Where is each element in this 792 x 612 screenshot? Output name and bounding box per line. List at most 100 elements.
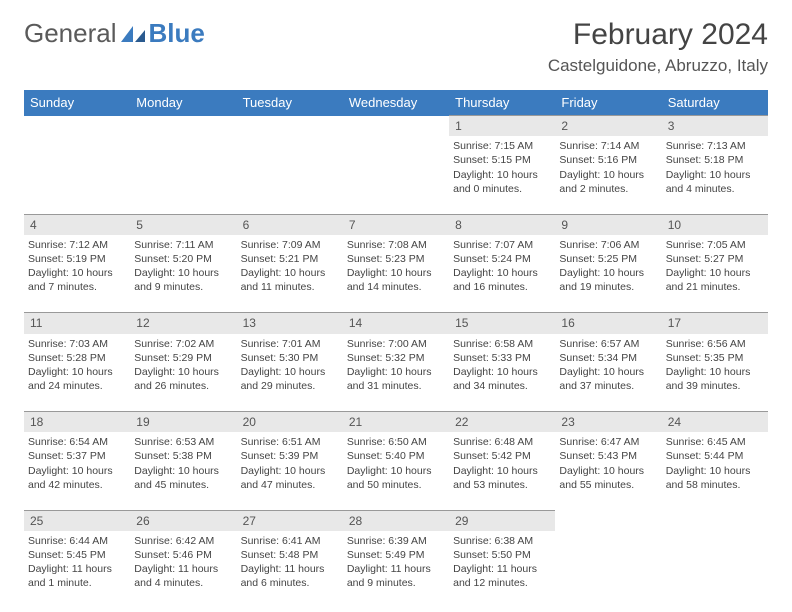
day-dl2: and 50 minutes. [347, 478, 445, 492]
day-dl1: Daylight: 10 hours [666, 365, 764, 379]
day-dl2: and 47 minutes. [241, 478, 339, 492]
day-sr: Sunrise: 6:39 AM [347, 534, 445, 548]
day-dl1: Daylight: 11 hours [28, 562, 126, 576]
day-content-row: Sunrise: 6:54 AMSunset: 5:37 PMDaylight:… [24, 432, 768, 510]
day-dl2: and 0 minutes. [453, 182, 551, 196]
day-sr: Sunrise: 6:45 AM [666, 435, 764, 449]
day-number: 16 [555, 313, 661, 334]
day-sr: Sunrise: 6:54 AM [28, 435, 126, 449]
day-dl2: and 16 minutes. [453, 280, 551, 294]
day-dl1: Daylight: 10 hours [453, 266, 551, 280]
day-ss: Sunset: 5:35 PM [666, 351, 764, 365]
day-ss: Sunset: 5:49 PM [347, 548, 445, 562]
day-sr: Sunrise: 7:01 AM [241, 337, 339, 351]
day-ss: Sunset: 5:23 PM [347, 252, 445, 266]
day-sr: Sunrise: 7:05 AM [666, 238, 764, 252]
day-ss: Sunset: 5:29 PM [134, 351, 232, 365]
day-number: 26 [130, 510, 236, 531]
day-cell [555, 531, 661, 609]
day-cell: Sunrise: 7:12 AMSunset: 5:19 PMDaylight:… [24, 235, 130, 313]
day-dl2: and 4 minutes. [134, 576, 232, 590]
day-number: 22 [449, 412, 555, 433]
day-dl1: Daylight: 11 hours [134, 562, 232, 576]
day-cell: Sunrise: 7:03 AMSunset: 5:28 PMDaylight:… [24, 334, 130, 412]
day-number: 12 [130, 313, 236, 334]
day-dl1: Daylight: 10 hours [559, 266, 657, 280]
day-cell: Sunrise: 6:38 AMSunset: 5:50 PMDaylight:… [449, 531, 555, 609]
day-ss: Sunset: 5:16 PM [559, 153, 657, 167]
day-ss: Sunset: 5:21 PM [241, 252, 339, 266]
day-sr: Sunrise: 6:42 AM [134, 534, 232, 548]
day-cell: Sunrise: 7:08 AMSunset: 5:23 PMDaylight:… [343, 235, 449, 313]
day-dl1: Daylight: 10 hours [559, 464, 657, 478]
day-number: 11 [24, 313, 130, 334]
day-ss: Sunset: 5:20 PM [134, 252, 232, 266]
day-number: 24 [662, 412, 768, 433]
day-dl2: and 2 minutes. [559, 182, 657, 196]
day-sr: Sunrise: 7:07 AM [453, 238, 551, 252]
day-ss: Sunset: 5:33 PM [453, 351, 551, 365]
day-cell: Sunrise: 6:48 AMSunset: 5:42 PMDaylight:… [449, 432, 555, 510]
day-number: 19 [130, 412, 236, 433]
day-dl1: Daylight: 10 hours [241, 266, 339, 280]
daynum-row: 45678910 [24, 214, 768, 235]
day-ss: Sunset: 5:46 PM [134, 548, 232, 562]
day-ss: Sunset: 5:27 PM [666, 252, 764, 266]
day-number [237, 116, 343, 137]
day-ss: Sunset: 5:19 PM [28, 252, 126, 266]
day-dl1: Daylight: 10 hours [28, 365, 126, 379]
logo-sail-icon [119, 24, 147, 44]
day-cell [237, 136, 343, 214]
day-number: 2 [555, 116, 661, 137]
month-title: February 2024 [548, 18, 768, 52]
logo-text-blue: Blue [149, 18, 205, 49]
day-number: 25 [24, 510, 130, 531]
day-cell: Sunrise: 7:15 AMSunset: 5:15 PMDaylight:… [449, 136, 555, 214]
day-cell: Sunrise: 6:39 AMSunset: 5:49 PMDaylight:… [343, 531, 449, 609]
day-dl1: Daylight: 10 hours [559, 168, 657, 182]
day-cell: Sunrise: 7:06 AMSunset: 5:25 PMDaylight:… [555, 235, 661, 313]
day-dl1: Daylight: 10 hours [134, 266, 232, 280]
day-number: 20 [237, 412, 343, 433]
weekday-header: Tuesday [237, 90, 343, 116]
day-dl1: Daylight: 10 hours [347, 365, 445, 379]
day-cell: Sunrise: 6:57 AMSunset: 5:34 PMDaylight:… [555, 334, 661, 412]
day-dl1: Daylight: 10 hours [453, 365, 551, 379]
day-ss: Sunset: 5:40 PM [347, 449, 445, 463]
day-number: 9 [555, 214, 661, 235]
day-content-row: Sunrise: 6:44 AMSunset: 5:45 PMDaylight:… [24, 531, 768, 609]
day-dl1: Daylight: 11 hours [347, 562, 445, 576]
day-ss: Sunset: 5:34 PM [559, 351, 657, 365]
day-cell [662, 531, 768, 609]
day-ss: Sunset: 5:45 PM [28, 548, 126, 562]
day-dl1: Daylight: 10 hours [453, 168, 551, 182]
day-cell: Sunrise: 6:44 AMSunset: 5:45 PMDaylight:… [24, 531, 130, 609]
day-number: 29 [449, 510, 555, 531]
day-cell: Sunrise: 6:45 AMSunset: 5:44 PMDaylight:… [662, 432, 768, 510]
day-cell: Sunrise: 7:01 AMSunset: 5:30 PMDaylight:… [237, 334, 343, 412]
day-dl2: and 11 minutes. [241, 280, 339, 294]
day-sr: Sunrise: 7:13 AM [666, 139, 764, 153]
day-cell: Sunrise: 7:13 AMSunset: 5:18 PMDaylight:… [662, 136, 768, 214]
day-dl2: and 7 minutes. [28, 280, 126, 294]
day-number: 23 [555, 412, 661, 433]
day-number: 6 [237, 214, 343, 235]
day-dl2: and 29 minutes. [241, 379, 339, 393]
day-dl1: Daylight: 10 hours [666, 464, 764, 478]
day-dl2: and 9 minutes. [134, 280, 232, 294]
day-number: 10 [662, 214, 768, 235]
weekday-header: Monday [130, 90, 236, 116]
day-number [130, 116, 236, 137]
day-dl2: and 58 minutes. [666, 478, 764, 492]
day-ss: Sunset: 5:42 PM [453, 449, 551, 463]
day-sr: Sunrise: 7:12 AM [28, 238, 126, 252]
day-dl1: Daylight: 10 hours [666, 266, 764, 280]
day-dl1: Daylight: 11 hours [453, 562, 551, 576]
day-cell: Sunrise: 6:50 AMSunset: 5:40 PMDaylight:… [343, 432, 449, 510]
day-cell: Sunrise: 6:53 AMSunset: 5:38 PMDaylight:… [130, 432, 236, 510]
day-sr: Sunrise: 7:00 AM [347, 337, 445, 351]
day-number: 28 [343, 510, 449, 531]
day-dl1: Daylight: 10 hours [347, 266, 445, 280]
logo-text-general: General [24, 18, 117, 49]
day-ss: Sunset: 5:43 PM [559, 449, 657, 463]
